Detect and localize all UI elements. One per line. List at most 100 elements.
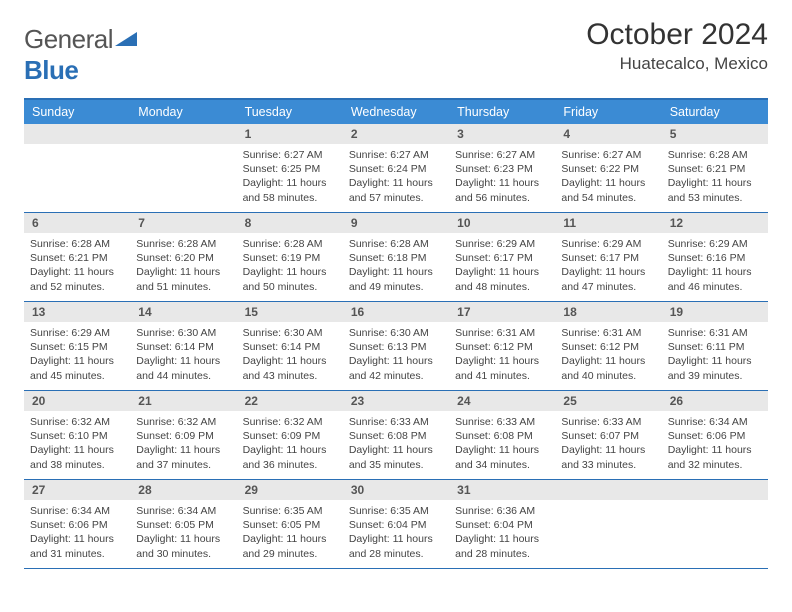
daylight-line: Daylight: 11 hours and 32 minutes. (668, 443, 762, 471)
sunrise-line: Sunrise: 6:33 AM (561, 415, 655, 429)
day-cell: 18Sunrise: 6:31 AMSunset: 6:12 PMDayligh… (555, 302, 661, 390)
day-number: 15 (237, 302, 343, 322)
daylight-line: Daylight: 11 hours and 28 minutes. (455, 532, 549, 560)
daylight-line: Daylight: 11 hours and 53 minutes. (668, 176, 762, 204)
sunrise-line: Sunrise: 6:32 AM (30, 415, 124, 429)
day-body: Sunrise: 6:33 AMSunset: 6:07 PMDaylight:… (555, 411, 661, 478)
daylight-line: Daylight: 11 hours and 33 minutes. (561, 443, 655, 471)
logo: General Blue (24, 24, 139, 86)
day-body (662, 500, 768, 510)
day-cell: 30Sunrise: 6:35 AMSunset: 6:04 PMDayligh… (343, 480, 449, 568)
sunset-line: Sunset: 6:18 PM (349, 251, 443, 265)
day-number: 28 (130, 480, 236, 500)
daylight-line: Daylight: 11 hours and 58 minutes. (243, 176, 337, 204)
day-number: 2 (343, 124, 449, 144)
daylight-line: Daylight: 11 hours and 46 minutes. (668, 265, 762, 293)
day-number: 16 (343, 302, 449, 322)
daylight-line: Daylight: 11 hours and 37 minutes. (136, 443, 230, 471)
sunrise-line: Sunrise: 6:34 AM (136, 504, 230, 518)
sunrise-line: Sunrise: 6:35 AM (243, 504, 337, 518)
daylight-line: Daylight: 11 hours and 30 minutes. (136, 532, 230, 560)
day-number: 4 (555, 124, 661, 144)
daylight-line: Daylight: 11 hours and 47 minutes. (561, 265, 655, 293)
dow-header-row: SundayMondayTuesdayWednesdayThursdayFrid… (24, 100, 768, 124)
day-body: Sunrise: 6:33 AMSunset: 6:08 PMDaylight:… (449, 411, 555, 478)
day-body: Sunrise: 6:31 AMSunset: 6:11 PMDaylight:… (662, 322, 768, 389)
day-body: Sunrise: 6:34 AMSunset: 6:05 PMDaylight:… (130, 500, 236, 567)
day-number: 5 (662, 124, 768, 144)
day-cell: 11Sunrise: 6:29 AMSunset: 6:17 PMDayligh… (555, 213, 661, 301)
day-cell: 29Sunrise: 6:35 AMSunset: 6:05 PMDayligh… (237, 480, 343, 568)
sunset-line: Sunset: 6:08 PM (349, 429, 443, 443)
daylight-line: Daylight: 11 hours and 29 minutes. (243, 532, 337, 560)
day-number: 23 (343, 391, 449, 411)
day-number (24, 124, 130, 144)
day-body: Sunrise: 6:27 AMSunset: 6:25 PMDaylight:… (237, 144, 343, 211)
day-cell: 12 Sunrise: 6:29 AMSunset: 6:16 PMDayligh… (662, 213, 768, 301)
day-body (24, 144, 130, 154)
daylight-line: Daylight: 11 hours and 52 minutes. (30, 265, 124, 293)
day-cell: 5 Sunrise: 6:28 AMSunset: 6:21 PMDaylight… (662, 124, 768, 212)
day-body: Sunrise: 6:28 AMSunset: 6:21 PMDaylight:… (24, 233, 130, 300)
sunrise-line: Sunrise: 6:29 AM (668, 237, 762, 251)
sunset-line: Sunset: 6:17 PM (455, 251, 549, 265)
day-number: 22 (237, 391, 343, 411)
day-number: 24 (449, 391, 555, 411)
day-cell: 28Sunrise: 6:34 AMSunset: 6:05 PMDayligh… (130, 480, 236, 568)
daylight-line: Daylight: 11 hours and 40 minutes. (561, 354, 655, 382)
day-number: 10 (449, 213, 555, 233)
sunrise-line: Sunrise: 6:31 AM (561, 326, 655, 340)
day-body: Sunrise: 6:34 AMSunset: 6:06 PMDaylight:… (24, 500, 130, 567)
day-body: Sunrise: 6:29 AMSunset: 6:17 PMDaylight:… (449, 233, 555, 300)
sunrise-line: Sunrise: 6:28 AM (668, 148, 762, 162)
day-cell (130, 124, 236, 212)
sunset-line: Sunset: 6:23 PM (455, 162, 549, 176)
day-cell: 14Sunrise: 6:30 AMSunset: 6:14 PMDayligh… (130, 302, 236, 390)
day-cell: 26Sunrise: 6:34 AMSunset: 6:06 PMDayligh… (662, 391, 768, 479)
sunset-line: Sunset: 6:21 PM (668, 162, 762, 176)
sunset-line: Sunset: 6:04 PM (455, 518, 549, 532)
day-body: Sunrise: 6:32 AMSunset: 6:10 PMDaylight:… (24, 411, 130, 478)
day-cell: 31Sunrise: 6:36 AMSunset: 6:04 PMDayligh… (449, 480, 555, 568)
day-number (662, 480, 768, 500)
day-cell: 8Sunrise: 6:28 AMSunset: 6:19 PMDaylight… (237, 213, 343, 301)
sunrise-line: Sunrise: 6:29 AM (561, 237, 655, 251)
day-number: 25 (555, 391, 661, 411)
day-body: Sunrise: 6:33 AMSunset: 6:08 PMDaylight:… (343, 411, 449, 478)
sunset-line: Sunset: 6:14 PM (243, 340, 337, 354)
week-row: 20Sunrise: 6:32 AMSunset: 6:10 PMDayligh… (24, 391, 768, 480)
daylight-line: Daylight: 11 hours and 41 minutes. (455, 354, 549, 382)
day-body: Sunrise: 6:30 AMSunset: 6:14 PMDaylight:… (237, 322, 343, 389)
daylight-line: Daylight: 11 hours and 34 minutes. (455, 443, 549, 471)
sunset-line: Sunset: 6:09 PM (243, 429, 337, 443)
sunset-line: Sunset: 6:06 PM (668, 429, 762, 443)
day-body: Sunrise: 6:30 AMSunset: 6:14 PMDaylight:… (130, 322, 236, 389)
sunset-line: Sunset: 6:20 PM (136, 251, 230, 265)
day-body (130, 144, 236, 154)
logo-word-general: General (24, 24, 113, 54)
day-number (130, 124, 236, 144)
day-body (555, 500, 661, 510)
daylight-line: Daylight: 11 hours and 36 minutes. (243, 443, 337, 471)
sunset-line: Sunset: 6:05 PM (243, 518, 337, 532)
sunset-line: Sunset: 6:07 PM (561, 429, 655, 443)
day-cell: 27Sunrise: 6:34 AMSunset: 6:06 PMDayligh… (24, 480, 130, 568)
day-number: 21 (130, 391, 236, 411)
day-body: Sunrise: 6:27 AMSunset: 6:24 PMDaylight:… (343, 144, 449, 211)
sunset-line: Sunset: 6:12 PM (455, 340, 549, 354)
week-row: 1Sunrise: 6:27 AMSunset: 6:25 PMDaylight… (24, 124, 768, 213)
day-body: Sunrise: 6:35 AMSunset: 6:04 PMDaylight:… (343, 500, 449, 567)
day-number: 12 (662, 213, 768, 233)
sunrise-line: Sunrise: 6:32 AM (243, 415, 337, 429)
day-body: Sunrise: 6:35 AMSunset: 6:05 PMDaylight:… (237, 500, 343, 567)
sunrise-line: Sunrise: 6:36 AM (455, 504, 549, 518)
day-cell: 22 Sunrise: 6:32 AMSunset: 6:09 PMDayligh… (237, 391, 343, 479)
day-number: 6 (24, 213, 130, 233)
dow-cell: Tuesday (237, 100, 343, 124)
day-cell (662, 480, 768, 568)
sunrise-line: Sunrise: 6:33 AM (349, 415, 443, 429)
day-cell: 21Sunrise: 6:32 AMSunset: 6:09 PMDayligh… (130, 391, 236, 479)
sunset-line: Sunset: 6:16 PM (668, 251, 762, 265)
day-cell (555, 480, 661, 568)
day-cell: 15Sunrise: 6:30 AMSunset: 6:14 PMDayligh… (237, 302, 343, 390)
